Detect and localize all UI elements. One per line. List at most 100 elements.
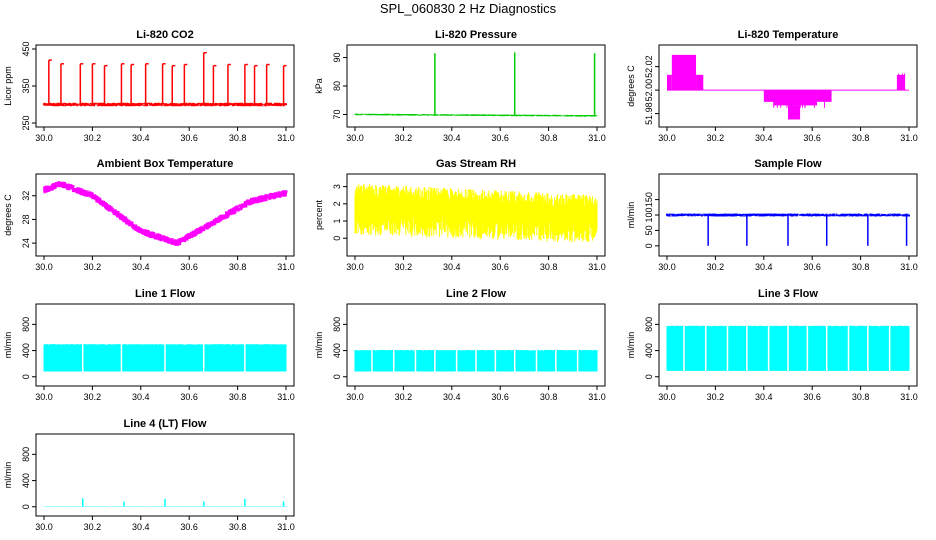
y-tick-label: 50 [644, 225, 654, 235]
panel-pressure: Li-820 Pressure 30.0 30.2 30.4 30.6 30.8 31.0 7… [314, 29, 606, 143]
panel-title: Sample Flow [754, 158, 822, 170]
plot-frame [658, 44, 918, 128]
panel-line3: Line 3 Flow 30.0 30.2 30.4 30.6 30.8 31.0 0 400 8… [626, 288, 918, 402]
x-tick-label: 31.0 [277, 133, 295, 143]
x-tick-label: 30.4 [132, 392, 150, 402]
y-tick-label: 32 [21, 191, 31, 201]
x-tick-label: 30.2 [707, 392, 725, 402]
series-step-block [773, 90, 818, 106]
y-tick-label: 400 [332, 343, 342, 358]
panel-title: Gas Stream RH [436, 158, 516, 170]
x-tick-label: 30.0 [35, 133, 53, 143]
y-axis-label: degrees C [626, 65, 636, 107]
series-step-block [671, 54, 697, 91]
x-tick-label: 30.8 [540, 262, 558, 272]
plot-frame [346, 303, 606, 387]
panel-licor-temp: Li-820 Temperature 30.0 30.2 30.4 30.6 30.8 31… [626, 29, 918, 143]
y-axis-label: Licor ppm [3, 66, 13, 106]
x-tick-label: 30.0 [658, 133, 676, 143]
y-tick-label: 51.98 [644, 102, 654, 125]
x-tick-label: 30.4 [132, 522, 150, 532]
x-tick-label: 30.8 [852, 133, 870, 143]
y-tick-label: 90 [332, 53, 342, 63]
x-tick-label: 30.4 [132, 262, 150, 272]
y-axis-label: ml/min [314, 332, 324, 359]
y-tick-label: 52.02 [644, 55, 654, 78]
y-tick-label: 100 [644, 207, 654, 222]
series-step-block [667, 74, 672, 91]
panel-line2: Line 2 Flow 30.0 30.2 30.4 30.6 30.8 31.0 0 400 8… [314, 288, 606, 402]
x-tick-label: 30.8 [540, 133, 558, 143]
x-tick-label: 30.4 [443, 133, 461, 143]
series-band-rh [354, 183, 598, 243]
x-tick-label: 30.0 [35, 522, 53, 532]
panel-line1: Line 1 Flow 30.0 30.2 30.4 30.6 30.8 31.0 0 400 8… [3, 288, 295, 402]
y-tick-label: 0 [21, 504, 31, 509]
x-tick-label: 30.6 [180, 133, 198, 143]
series-step-block [896, 74, 905, 91]
x-tick-label: 30.8 [852, 392, 870, 402]
y-tick-label: 70 [332, 109, 342, 119]
x-tick-label: 30.0 [658, 262, 676, 272]
y-tick-label: 28 [21, 214, 31, 224]
y-tick-label: 0 [644, 374, 654, 379]
y-axis-label: degrees C [3, 194, 13, 236]
y-tick-label: 2 [332, 201, 342, 206]
x-tick-label: 30.2 [395, 262, 413, 272]
x-tick-label: 30.0 [658, 392, 676, 402]
x-tick-label: 31.0 [900, 133, 918, 143]
panel-rh: Gas Stream RH 30.0 30.2 30.4 30.6 30.8 31.0 0 1 2… [314, 158, 606, 272]
x-tick-label: 30.4 [755, 392, 773, 402]
panel-sample-flow: Sample Flow 30.0 30.2 30.4 30.6 30.8 31.0 0 50 10… [626, 158, 918, 272]
x-tick-label: 30.2 [707, 262, 725, 272]
y-tick-label: 150 [644, 192, 654, 207]
y-tick-label: 0 [332, 236, 342, 241]
x-tick-label: 30.2 [395, 133, 413, 143]
y-tick-label: 250 [21, 115, 31, 130]
x-tick-label: 31.0 [588, 133, 606, 143]
x-tick-label: 31.0 [277, 522, 295, 532]
plot-frame [35, 433, 295, 517]
y-tick-label: 80 [332, 81, 342, 91]
plot-frame [35, 303, 295, 387]
panel-line4: Line 4 (LT) Flow 30.0 30.2 30.4 30.6 30.8 31.0… [3, 418, 295, 532]
y-axis-label: percent [314, 199, 324, 230]
panel-co2: Li-820 CO2 30.0 30.2 30.4 30.6 30.8 31.0 250 350… [3, 29, 295, 143]
y-tick-label: 800 [21, 447, 31, 462]
y-tick-label: 450 [21, 41, 31, 56]
series-step-block [788, 105, 801, 120]
series-step-block [763, 90, 774, 102]
x-tick-label: 30.4 [755, 133, 773, 143]
x-tick-label: 30.6 [180, 392, 198, 402]
panel-title: Line 2 Flow [446, 288, 506, 300]
x-tick-label: 30.8 [229, 262, 247, 272]
series-line-co2 [43, 102, 287, 107]
y-tick-label: 400 [21, 343, 31, 358]
y-tick-label: 3 [332, 184, 342, 189]
x-tick-label: 30.2 [84, 392, 102, 402]
x-tick-label: 30.8 [229, 133, 247, 143]
x-tick-label: 30.2 [707, 133, 725, 143]
y-axis-label: ml/min [626, 332, 636, 359]
x-tick-label: 30.6 [803, 133, 821, 143]
panel-title: Line 1 Flow [135, 288, 195, 300]
y-axis-label: ml/min [626, 202, 636, 229]
x-tick-label: 30.6 [491, 133, 509, 143]
y-tick-label: 350 [21, 78, 31, 93]
x-tick-label: 30.4 [443, 262, 461, 272]
x-tick-label: 30.4 [132, 133, 150, 143]
x-tick-label: 30.0 [35, 262, 53, 272]
x-tick-label: 30.0 [346, 262, 364, 272]
x-tick-label: 31.0 [277, 262, 295, 272]
x-tick-label: 30.4 [443, 392, 461, 402]
x-tick-label: 30.6 [491, 262, 509, 272]
x-tick-label: 30.2 [84, 522, 102, 532]
y-tick-label: 0 [21, 374, 31, 379]
y-tick-label: 800 [644, 317, 654, 332]
x-tick-label: 30.2 [84, 262, 102, 272]
y-tick-label: 1 [332, 219, 342, 224]
panel-title: Line 4 (LT) Flow [124, 418, 207, 430]
x-tick-label: 31.0 [588, 392, 606, 402]
y-tick-label: 800 [332, 317, 342, 332]
y-tick-label: 800 [21, 317, 31, 332]
